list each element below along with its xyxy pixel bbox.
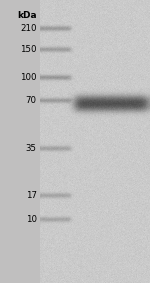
Text: 210: 210 — [20, 24, 37, 33]
Text: 10: 10 — [26, 215, 37, 224]
Text: 150: 150 — [20, 45, 37, 54]
Text: 100: 100 — [20, 73, 37, 82]
Text: 35: 35 — [26, 144, 37, 153]
Text: kDa: kDa — [17, 11, 37, 20]
Text: 70: 70 — [26, 96, 37, 105]
Text: 17: 17 — [26, 191, 37, 200]
